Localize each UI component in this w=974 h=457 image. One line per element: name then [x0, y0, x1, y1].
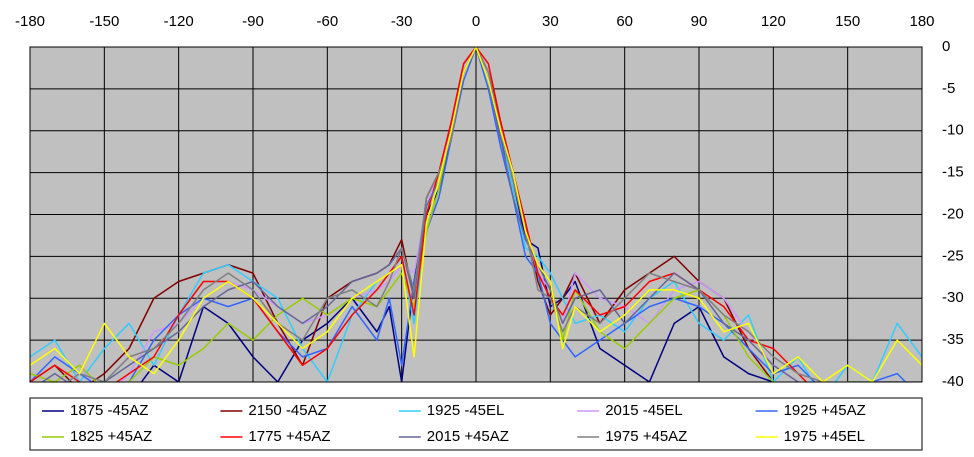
legend-label: 1825 +45AZ — [70, 428, 152, 445]
legend-box — [29, 397, 923, 451]
legend: 1875 -45AZ 2150 -45AZ 1925 -45EL 2015 -45EL… — [42, 402, 866, 445]
x-tick-label: -180 — [15, 13, 45, 30]
plot-border — [29, 46, 923, 383]
x-tick-label: 180 — [909, 13, 934, 30]
legend-label: 1775 +45AZ — [248, 428, 330, 445]
y-tick-label: 0 — [942, 38, 950, 55]
legend-label: 1925 +45AZ — [784, 402, 866, 419]
legend-label: 1975 +45AZ — [605, 428, 687, 445]
x-tick-label: -90 — [242, 13, 264, 30]
x-tick-label: 120 — [761, 13, 786, 30]
legend-label: 2015 +45AZ — [427, 428, 509, 445]
legend-label: 2150 -45AZ — [248, 402, 326, 419]
series-line — [30, 47, 922, 382]
y-tick-label: -10 — [942, 122, 964, 139]
y-tick-label: -35 — [942, 331, 964, 348]
x-tick-label: 90 — [691, 13, 708, 30]
x-tick-label: 0 — [472, 13, 480, 30]
x-tick-label: 150 — [835, 13, 860, 30]
series-line — [30, 47, 922, 382]
series-line — [30, 47, 922, 382]
y-tick-label: -20 — [942, 205, 964, 222]
x-tick-label: -30 — [391, 13, 413, 30]
x-tick-label: 30 — [542, 13, 559, 30]
x-tick-label: -120 — [164, 13, 194, 30]
series-lines — [30, 47, 922, 382]
axis-labels: -180 -150 -120 -90 -60 -30 0 30 60 90 120 150 180 0 -5… — [15, 13, 964, 390]
y-tick-label: -25 — [942, 247, 964, 264]
x-tick-label: -60 — [316, 13, 338, 30]
x-tick-label: -150 — [89, 13, 119, 30]
y-tick-label: -15 — [942, 164, 964, 181]
series-line — [30, 47, 922, 382]
x-tick-label: 60 — [616, 13, 633, 30]
legend-label: 2015 -45EL — [605, 402, 683, 419]
series-line — [30, 47, 922, 382]
y-tick-label: -5 — [942, 80, 955, 97]
legend-label: 1975 +45EL — [784, 428, 865, 445]
legend-label: 1875 -45AZ — [70, 402, 148, 419]
y-tick-label: -40 — [942, 373, 964, 390]
y-tick-label: -30 — [942, 289, 964, 306]
series-line — [41, 47, 900, 382]
legend-label: 1925 -45EL — [427, 402, 505, 419]
